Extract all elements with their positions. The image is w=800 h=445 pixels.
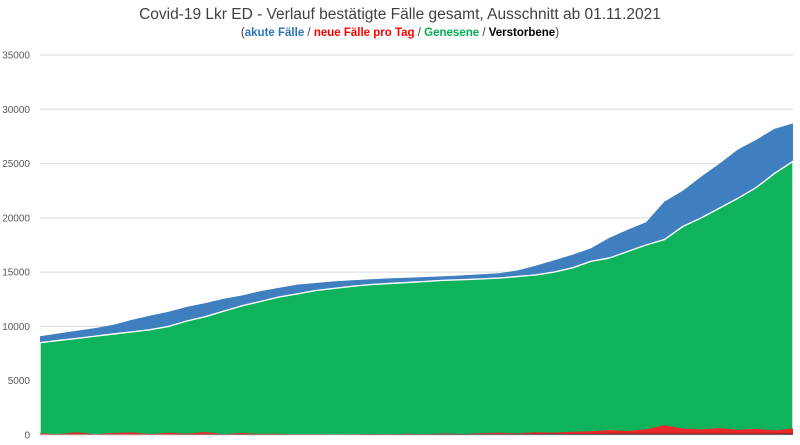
legend-close-paren: ) bbox=[555, 27, 560, 39]
y-tick-label: 30000 bbox=[2, 105, 30, 116]
area-neue-faelle bbox=[40, 425, 793, 435]
legend-separator: / bbox=[414, 27, 425, 39]
y-tick-label: 5000 bbox=[8, 376, 31, 387]
legend-item-neue-faelle: neue Fälle pro Tag bbox=[313, 27, 415, 39]
y-tick-label: 15000 bbox=[2, 268, 30, 279]
legend-item-genesene: Genesene bbox=[424, 27, 480, 39]
y-tick-label: 10000 bbox=[2, 322, 30, 333]
legend-item-verstorbene: Verstorbene bbox=[488, 27, 556, 39]
legend-open-paren: ( bbox=[240, 27, 245, 39]
chart-legend: (akute Fälle / neue Fälle pro Tag / Gene… bbox=[0, 27, 800, 39]
area-genesene bbox=[39, 160, 794, 436]
y-tick-label: 35000 bbox=[2, 51, 30, 62]
legend-item-akute-faelle: akute Fälle bbox=[244, 27, 305, 39]
y-tick-label: 25000 bbox=[2, 159, 30, 170]
chart-title: Covid-19 Lkr ED - Verlauf bestätigte Fäl… bbox=[139, 6, 661, 23]
legend-separator: / bbox=[479, 27, 489, 39]
y-tick-label: 20000 bbox=[2, 213, 30, 224]
y-axis: 0 5000 10000 15000 20000 25000 30000 35000 bbox=[2, 51, 793, 442]
series-areas bbox=[39, 123, 794, 436]
y-tick-label: 0 bbox=[24, 431, 30, 442]
legend-separator: / bbox=[304, 27, 314, 39]
